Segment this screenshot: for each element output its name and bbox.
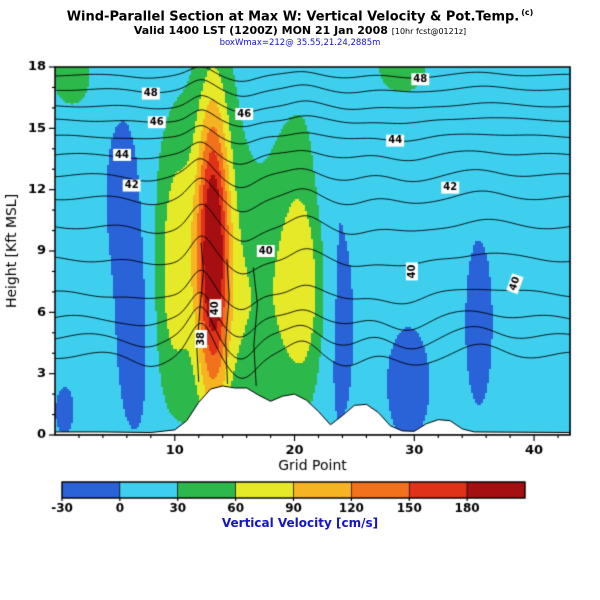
chart-info-line: boxWmax=212@ 35.55,21.24,2885m (219, 38, 381, 48)
colorbar-label: Vertical Velocity [cm/s] (221, 516, 379, 530)
chart-title-text: Wind-Parallel Section at Max W: Vertical… (66, 9, 520, 25)
chart-title-suffix: (c) (521, 8, 534, 17)
chart-title: Wind-Parallel Section at Max W: Vertical… (0, 8, 600, 24)
chart-subtitle-suffix: [10hr fcst@0121z] (391, 27, 467, 36)
chart-subtitle: Valid 1400 LST (1200Z) MON 21 Jan 2008 [… (0, 24, 600, 37)
chart-subtitle-text: Valid 1400 LST (1200Z) MON 21 Jan 2008 (133, 24, 388, 37)
